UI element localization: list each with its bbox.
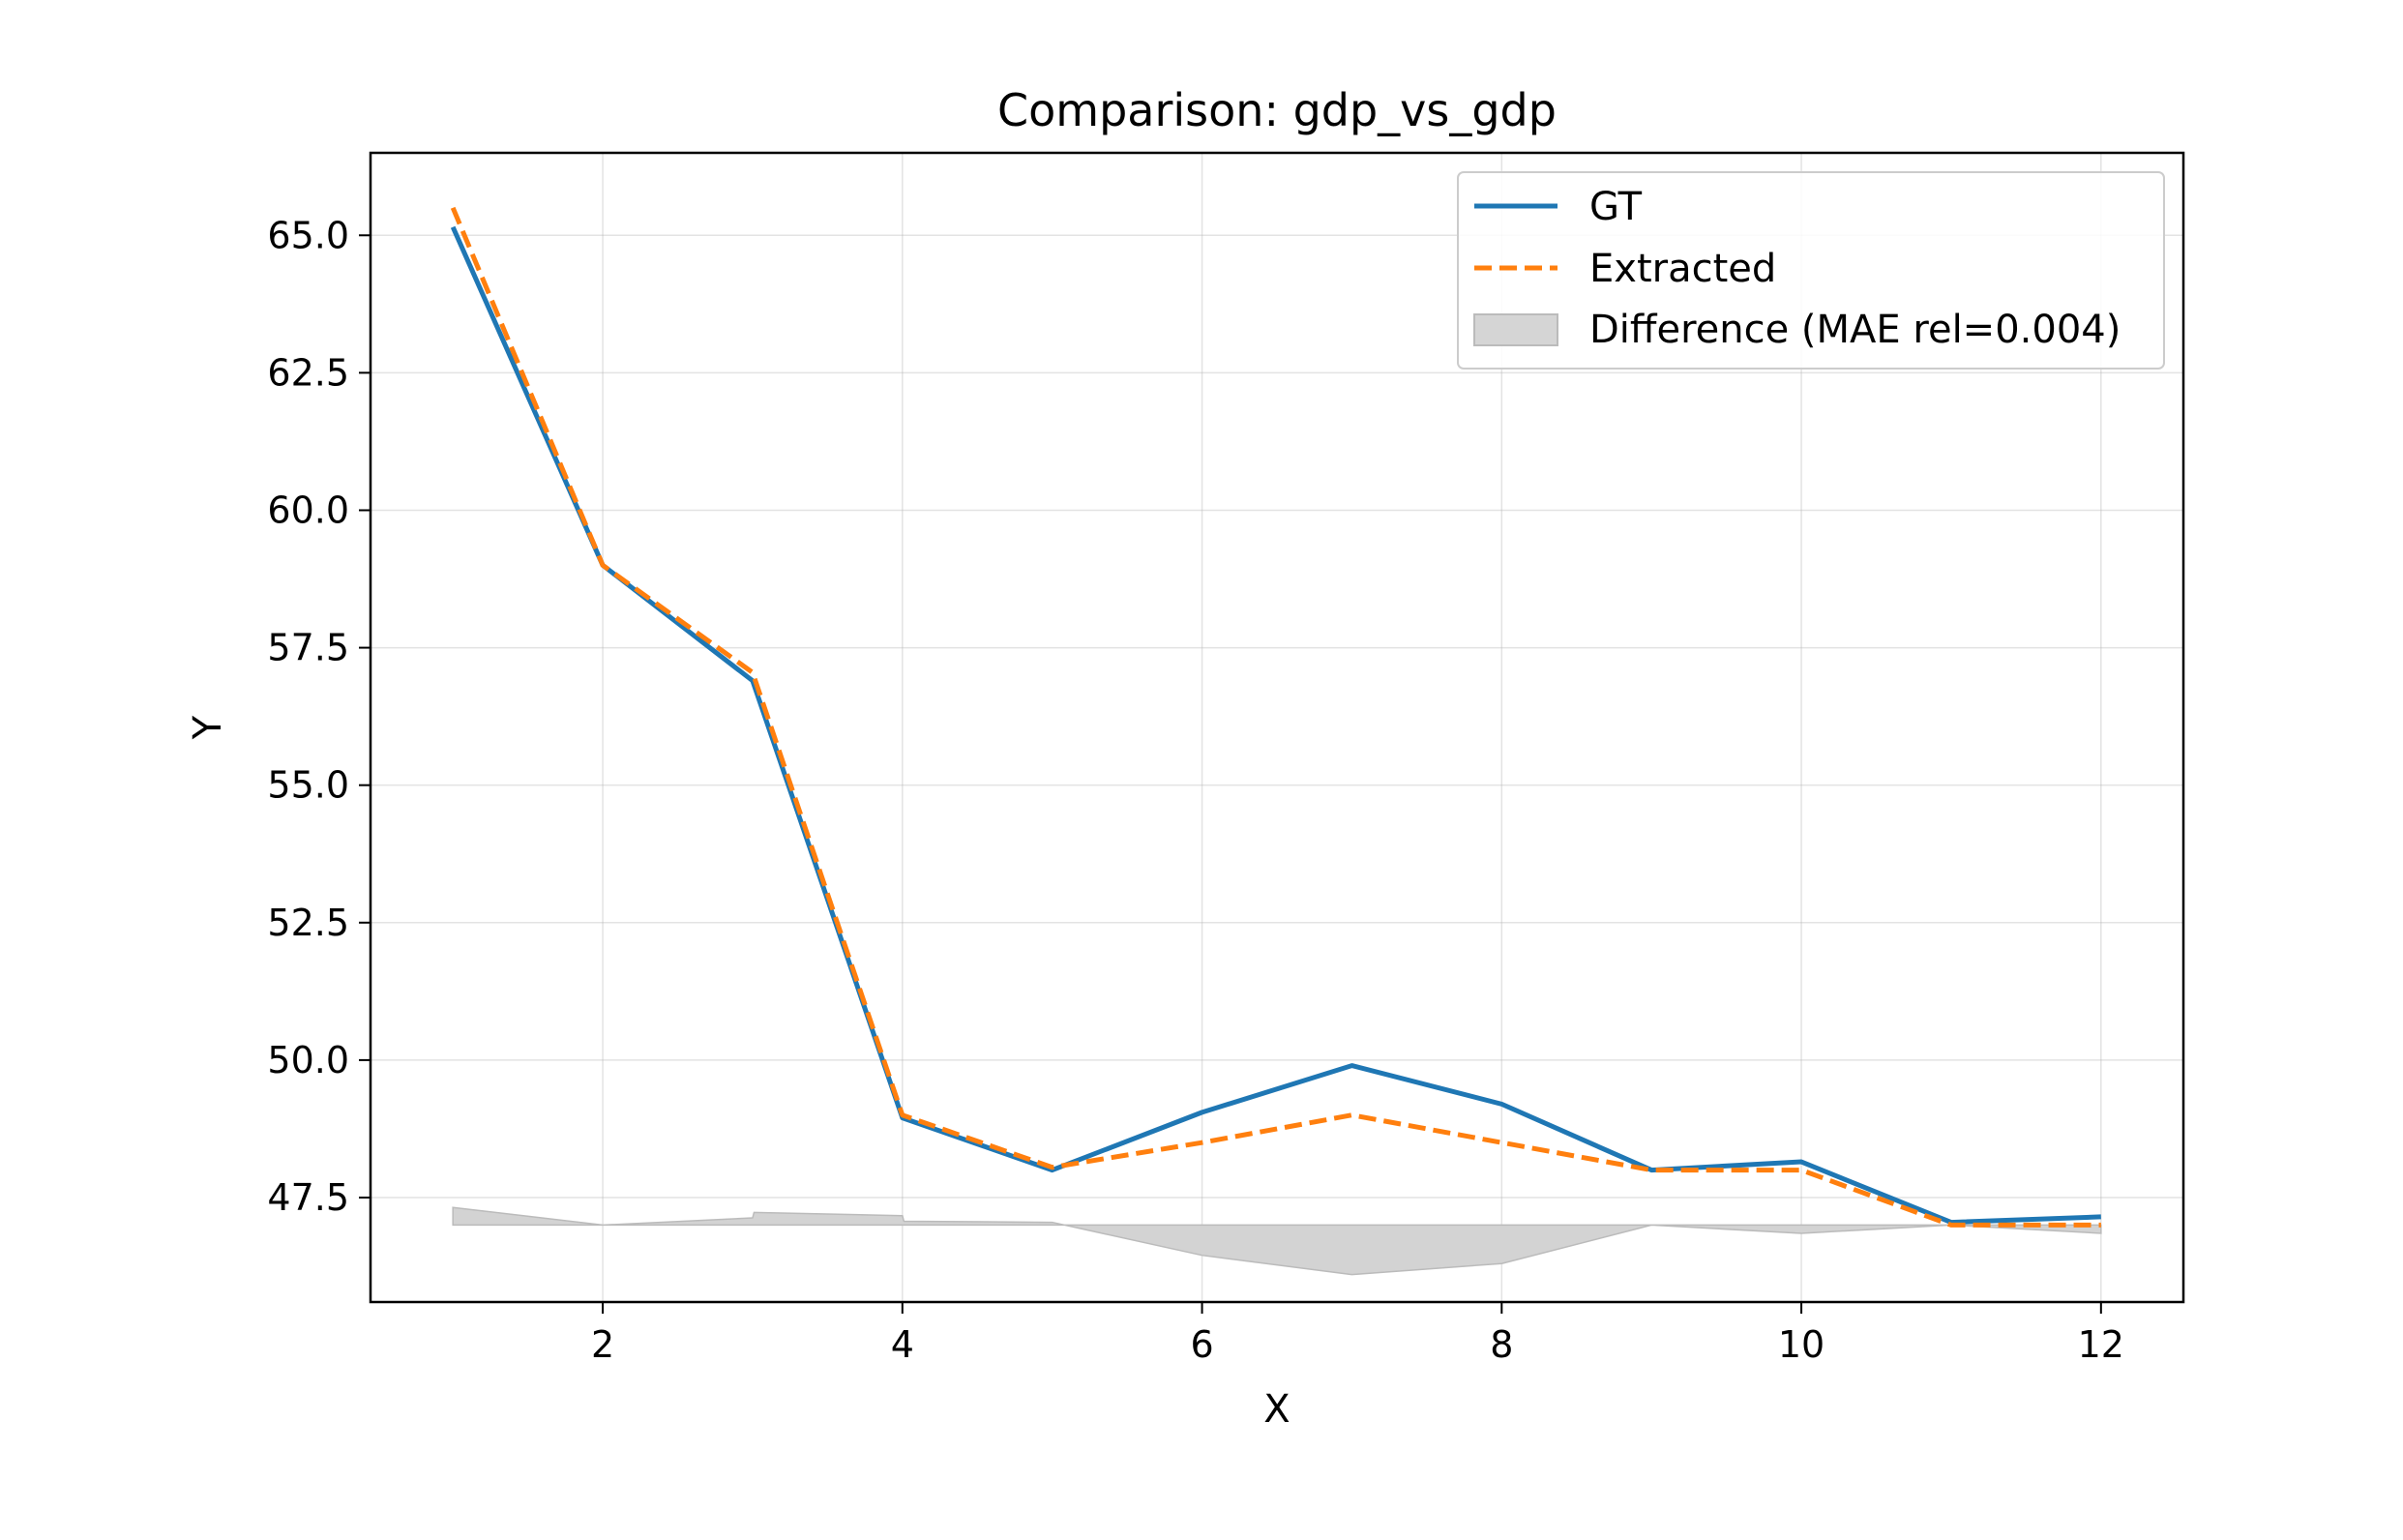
- chart-title: Comparison: gdp_vs_gdp: [997, 84, 1557, 136]
- legend-difference-label: Difference (MAE rel=0.004): [1589, 308, 2121, 352]
- y-tick-label: 57.5: [267, 627, 349, 669]
- legend-difference-swatch: [1473, 313, 1558, 346]
- x-tick-label: 10: [1778, 1323, 1824, 1366]
- y-axis-label: Y: [186, 715, 230, 740]
- legend-gt-label: GT: [1589, 185, 1643, 229]
- y-tick-label: 52.5: [267, 902, 349, 944]
- series-line-gt: [450, 225, 2101, 1226]
- x-tick-label: 6: [1190, 1323, 1213, 1366]
- difference-area: [452, 1206, 2102, 1276]
- x-tick-label: 8: [1490, 1323, 1513, 1366]
- x-axis-label: X: [1263, 1387, 1290, 1432]
- y-tick-label: 47.5: [267, 1176, 349, 1219]
- y-tick-label: 50.0: [267, 1039, 349, 1081]
- series-lines: [450, 206, 2101, 1228]
- y-tick-label: 60.0: [267, 489, 349, 531]
- legend-box: [1457, 171, 2165, 370]
- y-tick-label: 65.0: [267, 214, 349, 256]
- y-axis-ticks: 47.5 50.0 52.5 55.0 57.5 60.0 62.5 65.0: [267, 214, 371, 1219]
- x-tick-label: 12: [2078, 1323, 2124, 1366]
- legend-extracted-label: Extracted: [1589, 247, 1776, 291]
- y-tick-label: 62.5: [267, 351, 349, 394]
- series-line-extracted: [450, 206, 2101, 1228]
- legend: GT Extracted Difference (MAE rel=0.004): [1457, 171, 2165, 370]
- y-tick-label: 55.0: [267, 764, 349, 807]
- difference-fill: [452, 1206, 2102, 1276]
- x-axis-ticks: 2 4 6 8 10 12: [591, 1302, 2124, 1366]
- x-tick-label: 2: [591, 1323, 614, 1366]
- plot-frame: [369, 151, 2185, 1304]
- grid: [371, 153, 2183, 1302]
- x-tick-label: 4: [891, 1323, 914, 1366]
